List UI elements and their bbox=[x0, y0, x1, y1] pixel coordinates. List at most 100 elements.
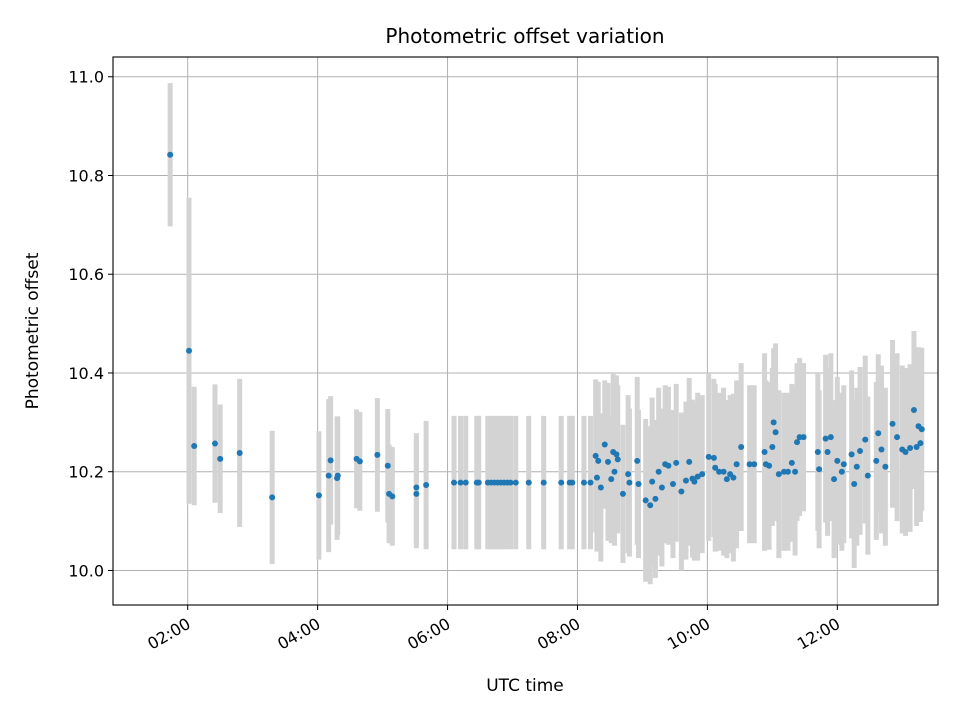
data-point bbox=[720, 468, 727, 475]
data-point bbox=[558, 479, 565, 486]
data-point bbox=[705, 453, 712, 460]
data-point bbox=[580, 479, 587, 486]
data-point bbox=[167, 151, 174, 158]
grid bbox=[113, 57, 938, 605]
data-point bbox=[592, 452, 599, 459]
data-point bbox=[794, 439, 801, 446]
data-point bbox=[822, 435, 829, 442]
data-point bbox=[784, 468, 791, 475]
data-point bbox=[655, 468, 662, 475]
data-point bbox=[647, 502, 654, 509]
data-point bbox=[910, 406, 917, 413]
data-point bbox=[800, 434, 807, 441]
data-point bbox=[770, 419, 777, 426]
data-point bbox=[716, 468, 723, 475]
chart-title: Photometric offset variation bbox=[385, 24, 664, 48]
data-point bbox=[738, 444, 745, 451]
data-point bbox=[614, 456, 621, 463]
data-point bbox=[848, 451, 855, 458]
data-point bbox=[761, 448, 768, 455]
x-axis-title: UTC time bbox=[486, 676, 564, 696]
data-point bbox=[907, 445, 914, 452]
data-point bbox=[902, 448, 909, 455]
data-point bbox=[857, 447, 864, 454]
data-point bbox=[587, 479, 594, 486]
data-point bbox=[611, 468, 618, 475]
data-point bbox=[746, 461, 753, 468]
data-point bbox=[374, 451, 381, 458]
data-point bbox=[619, 490, 626, 497]
data-point bbox=[642, 497, 649, 504]
data-point bbox=[334, 472, 341, 479]
data-point bbox=[699, 471, 706, 478]
data-point bbox=[658, 484, 665, 491]
data-point bbox=[853, 463, 860, 470]
data-point bbox=[457, 479, 464, 486]
data-point bbox=[626, 479, 633, 486]
data-point bbox=[772, 429, 779, 436]
data-point bbox=[840, 461, 847, 468]
data-point bbox=[384, 462, 391, 469]
data-point bbox=[475, 479, 482, 486]
data-point bbox=[686, 458, 693, 465]
data-point bbox=[597, 484, 604, 491]
data-point bbox=[236, 449, 243, 456]
data-point bbox=[669, 481, 676, 488]
data-point bbox=[325, 472, 332, 479]
data-point bbox=[593, 474, 600, 481]
data-point bbox=[601, 441, 608, 448]
data-point bbox=[682, 477, 689, 484]
y-tick-label: 10.2 bbox=[68, 463, 104, 482]
data-point bbox=[816, 466, 823, 473]
data-point bbox=[462, 479, 469, 486]
data-point bbox=[211, 440, 218, 447]
data-point bbox=[269, 494, 276, 501]
data-point bbox=[649, 478, 656, 485]
data-point bbox=[315, 492, 322, 499]
data-point bbox=[766, 462, 773, 469]
data-point bbox=[613, 451, 620, 458]
data-point bbox=[507, 479, 514, 486]
y-axis-title: Photometric offset bbox=[23, 252, 43, 409]
data-point bbox=[730, 474, 737, 481]
y-tick-label: 10.4 bbox=[68, 364, 104, 383]
data-point bbox=[712, 464, 719, 471]
data-point bbox=[652, 495, 659, 502]
data-point bbox=[569, 479, 576, 486]
data-point bbox=[413, 484, 420, 491]
data-point bbox=[788, 459, 795, 466]
data-point bbox=[913, 444, 920, 451]
y-tick-label: 10.0 bbox=[68, 561, 104, 580]
data-point bbox=[710, 454, 717, 461]
data-point bbox=[873, 457, 880, 464]
data-point bbox=[665, 462, 672, 469]
data-point bbox=[834, 457, 841, 464]
data-points bbox=[167, 151, 925, 509]
data-point bbox=[862, 436, 869, 443]
y-tick-label: 10.6 bbox=[68, 265, 104, 284]
data-point bbox=[451, 479, 458, 486]
data-point bbox=[894, 434, 901, 441]
data-point bbox=[327, 457, 334, 464]
data-point bbox=[882, 463, 889, 470]
data-point bbox=[691, 478, 698, 485]
data-point bbox=[413, 490, 420, 497]
data-point bbox=[918, 426, 925, 433]
data-point bbox=[824, 448, 831, 455]
data-point bbox=[827, 434, 834, 441]
data-point bbox=[356, 458, 363, 465]
data-point bbox=[775, 471, 782, 478]
data-point bbox=[751, 461, 758, 468]
data-point bbox=[792, 468, 799, 475]
data-point bbox=[605, 458, 611, 465]
data-point bbox=[217, 455, 224, 462]
data-point bbox=[635, 481, 642, 488]
data-point bbox=[889, 420, 896, 427]
data-point bbox=[878, 446, 885, 453]
data-point bbox=[875, 430, 882, 437]
data-point bbox=[733, 461, 740, 468]
data-point bbox=[540, 479, 547, 486]
y-tick-label: 11.0 bbox=[68, 68, 104, 87]
